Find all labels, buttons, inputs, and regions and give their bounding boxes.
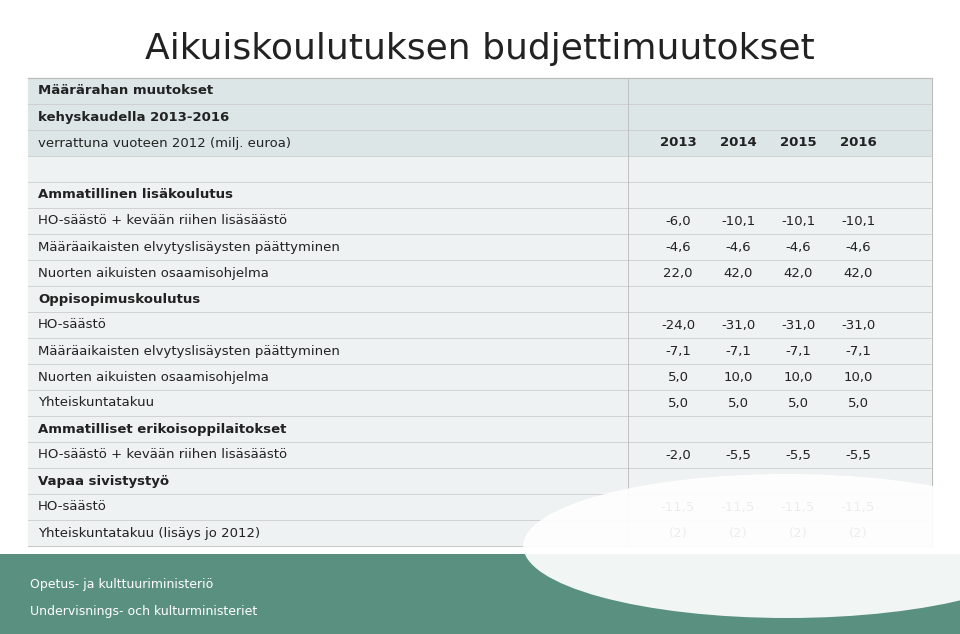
Text: -5,5: -5,5 [785,448,811,462]
Bar [28,286,932,312]
Text: -4,6: -4,6 [725,240,751,254]
Text: -31,0: -31,0 [721,318,756,332]
Bar [28,156,932,182]
Bar [28,234,932,260]
Ellipse shape [523,474,960,618]
Text: 5,0: 5,0 [787,396,808,410]
Text: Määrärahan muutokset: Määrärahan muutokset [38,84,213,98]
Text: 2015: 2015 [780,136,816,150]
Text: 42,0: 42,0 [843,266,873,280]
Text: 5,0: 5,0 [667,370,688,384]
Text: Opetus- ja kulttuuriministeriö: Opetus- ja kulttuuriministeriö [30,578,213,591]
Text: -24,0: -24,0 [660,318,695,332]
Text: -10,1: -10,1 [780,214,815,228]
Text: 22,0: 22,0 [663,266,693,280]
Text: -7,1: -7,1 [785,344,811,358]
Text: HO-säästö + kevään riihen lisäsäästö: HO-säästö + kevään riihen lisäsäästö [38,448,287,462]
Text: Yhteiskuntatakuu (lisäys jo 2012): Yhteiskuntatakuu (lisäys jo 2012) [38,526,260,540]
Text: -4,6: -4,6 [845,240,871,254]
Text: 10,0: 10,0 [783,370,813,384]
Text: -31,0: -31,0 [780,318,815,332]
Bar [28,390,932,416]
Bar [28,78,932,546]
Bar [0,554,960,634]
Text: Nuorten aikuisten osaamisohjelma: Nuorten aikuisten osaamisohjelma [38,370,269,384]
Text: 5,0: 5,0 [728,396,749,410]
Text: -4,6: -4,6 [665,240,691,254]
Text: -11,5: -11,5 [841,500,876,514]
Bar [28,130,932,156]
Text: HO-säästö + kevään riihen lisäsäästö: HO-säästö + kevään riihen lisäsäästö [38,214,287,228]
Text: (2): (2) [668,526,687,540]
Text: Oppisopimuskoulutus: Oppisopimuskoulutus [38,292,201,306]
Text: 2014: 2014 [720,136,756,150]
Bar [28,338,932,364]
Text: -7,1: -7,1 [725,344,751,358]
Text: Ammatilliset erikoisoppilaitokset: Ammatilliset erikoisoppilaitokset [38,422,286,436]
Text: -11,5: -11,5 [780,500,815,514]
Text: -7,1: -7,1 [665,344,691,358]
Text: -2,0: -2,0 [665,448,691,462]
Bar [28,182,932,208]
Bar [28,468,932,494]
Text: Aikuiskoulutuksen budjettimuutokset: Aikuiskoulutuksen budjettimuutokset [145,32,815,66]
Text: verrattuna vuoteen 2012 (milj. euroa): verrattuna vuoteen 2012 (milj. euroa) [38,136,291,150]
Text: kehyskaudella 2013-2016: kehyskaudella 2013-2016 [38,110,229,124]
Text: -5,5: -5,5 [845,448,871,462]
Text: -4,6: -4,6 [785,240,811,254]
Text: Määräaikaisten elvytyslisäysten päättyminen: Määräaikaisten elvytyslisäysten päättymi… [38,344,340,358]
Text: 5,0: 5,0 [667,396,688,410]
Bar [28,260,932,286]
Text: -7,1: -7,1 [845,344,871,358]
Bar [28,416,932,442]
Bar [28,494,932,520]
Text: -11,5: -11,5 [721,500,756,514]
Bar [28,78,932,104]
Text: 42,0: 42,0 [783,266,813,280]
Text: Ammatillinen lisäkoulutus: Ammatillinen lisäkoulutus [38,188,233,202]
Text: -31,0: -31,0 [841,318,876,332]
Text: 2013: 2013 [660,136,696,150]
Text: -5,5: -5,5 [725,448,751,462]
Text: -6,0: -6,0 [665,214,691,228]
Bar [28,312,932,338]
Text: -11,5: -11,5 [660,500,695,514]
Text: Vapaa sivistystyö: Vapaa sivistystyö [38,474,169,488]
Text: Nuorten aikuisten osaamisohjelma: Nuorten aikuisten osaamisohjelma [38,266,269,280]
Text: 10,0: 10,0 [723,370,753,384]
Text: -10,1: -10,1 [721,214,756,228]
Text: HO-säästö: HO-säästö [38,500,107,514]
Text: 42,0: 42,0 [723,266,753,280]
Text: 10,0: 10,0 [843,370,873,384]
Bar [28,520,932,546]
Text: Yhteiskuntatakuu: Yhteiskuntatakuu [38,396,155,410]
Text: -10,1: -10,1 [841,214,876,228]
Text: 5,0: 5,0 [848,396,869,410]
Text: HO-säästö: HO-säästö [38,318,107,332]
Bar [28,104,932,130]
Text: (2): (2) [729,526,748,540]
Text: Määräaikaisten elvytyslisäysten päättyminen: Määräaikaisten elvytyslisäysten päättymi… [38,240,340,254]
Text: Undervisnings- och kulturministeriet: Undervisnings- och kulturministeriet [30,605,257,618]
Bar [28,208,932,234]
Text: (2): (2) [849,526,868,540]
Text: (2): (2) [788,526,807,540]
Text: 2016: 2016 [840,136,876,150]
Bar [28,364,932,390]
Bar [28,442,932,468]
